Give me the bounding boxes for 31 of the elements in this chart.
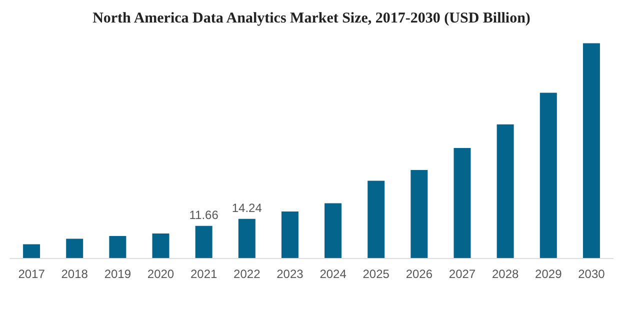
x-tick-label: 2024 [320, 267, 347, 281]
chart-title: North America Data Analytics Market Size, 2017-2030 (USD Billion) [92, 10, 530, 26]
x-tick-label: 2023 [276, 267, 304, 281]
data-label: 11.66 [189, 208, 219, 222]
bar [109, 236, 126, 258]
x-tick-label: 2030 [578, 267, 606, 281]
bar [368, 180, 385, 258]
bar [582, 43, 600, 258]
x-tick-label: 2026 [406, 267, 433, 281]
bar [23, 244, 40, 258]
bar [238, 218, 256, 258]
bar [195, 226, 212, 258]
x-tick-label: 2018 [61, 267, 88, 281]
bar [410, 170, 428, 258]
x-tick-label: 2020 [147, 267, 174, 281]
x-tick-label: 2021 [190, 267, 218, 281]
bar [66, 238, 84, 258]
x-tick-label: 2027 [448, 267, 476, 281]
x-tick-label: 2017 [18, 267, 46, 281]
x-tick-label: 2022 [234, 267, 261, 281]
bar [152, 234, 170, 258]
bar [454, 148, 471, 258]
x-tick-label: 2019 [104, 267, 132, 281]
bar [324, 203, 342, 258]
data-label: 14.24 [232, 200, 262, 215]
x-tick-label: 2028 [492, 267, 519, 281]
bar [540, 92, 557, 258]
bar [496, 124, 514, 258]
x-tick-label: 2025 [362, 267, 390, 281]
x-tick-label: 2029 [535, 267, 562, 281]
bar [281, 212, 298, 258]
